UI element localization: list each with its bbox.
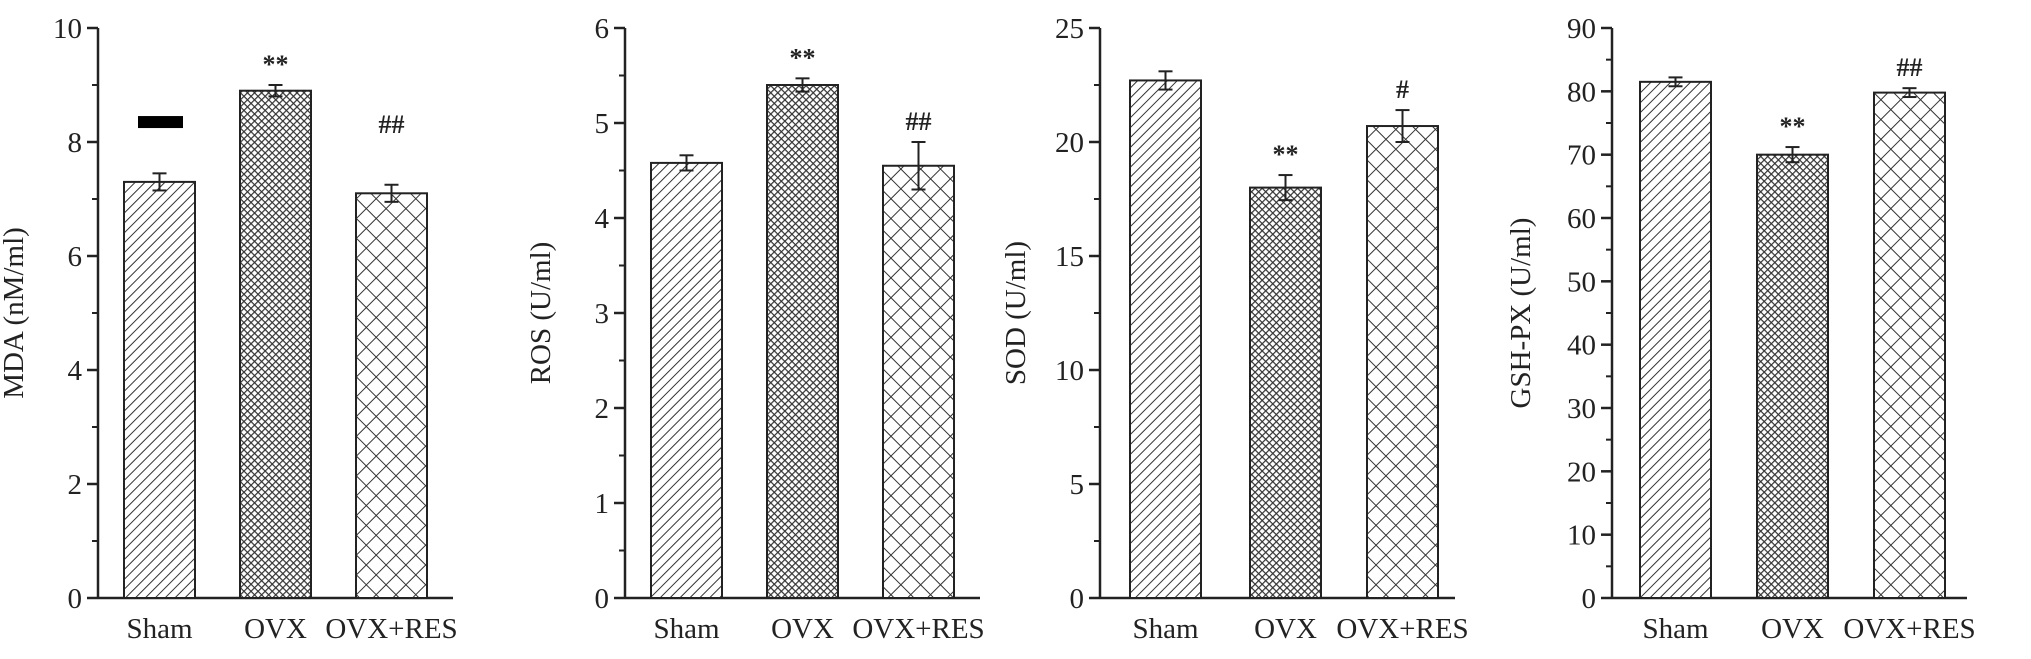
- y-tick-label: 3: [595, 298, 610, 330]
- chart-panel-2: 0 1 2 3 4 5 6 ROS (U/ml) Sham ** OVX ## OVX+RES: [525, 13, 985, 645]
- x-tick-label: Sham: [1642, 613, 1709, 645]
- y-tick-label: 8: [68, 127, 83, 159]
- significance-label: **: [1273, 140, 1299, 169]
- bar-ovx-res: [355, 192, 428, 600]
- x-tick-label: OVX: [771, 613, 834, 645]
- y-tick-label: 6: [595, 13, 610, 45]
- bar-ovx-res: [1366, 125, 1439, 599]
- y-tick-label: 40: [1567, 330, 1596, 362]
- y-tick-label: 70: [1567, 140, 1596, 172]
- y-tick-label: 30: [1567, 393, 1596, 425]
- bar-ovx-res: [882, 164, 955, 599]
- significance-label: ##: [379, 110, 405, 139]
- x-tick-label: OVX+RES: [1336, 613, 1468, 645]
- bar-ovx: [239, 89, 312, 599]
- chart-panel-4: 0 10 20 30 40 50 60 70 80 90 GSH-PX (U/ml) Sham ** OV…: [1505, 13, 1976, 645]
- y-tick-label: 2: [595, 393, 610, 425]
- bar-sham: [1129, 79, 1202, 599]
- x-tick-label: OVX: [1761, 613, 1824, 645]
- black-marker: [138, 116, 183, 129]
- bar-ovx: [1249, 186, 1322, 599]
- significance-label: ##: [906, 107, 932, 136]
- x-tick-label: OVX: [1254, 613, 1317, 645]
- x-tick-label: OVX+RES: [1843, 613, 1975, 645]
- x-tick-label: Sham: [126, 613, 193, 645]
- y-tick-label: 0: [1582, 583, 1597, 615]
- y-tick-label: 2: [68, 469, 83, 501]
- bar-sham: [1639, 80, 1712, 600]
- y-tick-label: 5: [1070, 469, 1085, 501]
- y-tick-label: 10: [1567, 520, 1596, 552]
- bar-ovx: [1756, 153, 1829, 600]
- y-axis-title: ROS (U/ml): [525, 242, 557, 385]
- chart-panel-3: 0 5 10 15 20 25 SOD (U/ml) Sham ** OVX # OVX+RES: [1000, 13, 1469, 645]
- y-tick-label: 60: [1567, 203, 1596, 235]
- y-axis-title: GSH-PX (U/ml): [1505, 218, 1537, 409]
- x-tick-label: OVX+RES: [325, 613, 457, 645]
- y-tick-label: 0: [595, 583, 610, 615]
- x-tick-label: Sham: [653, 613, 720, 645]
- significance-label: #: [1396, 75, 1409, 104]
- y-tick-label: 10: [1055, 355, 1084, 387]
- y-tick-label: 10: [53, 13, 82, 45]
- y-tick-label: 5: [595, 108, 610, 140]
- significance-label: **: [1780, 112, 1806, 141]
- x-tick-label: Sham: [1132, 613, 1199, 645]
- significance-label: **: [790, 43, 816, 72]
- significance-label: ##: [1897, 53, 1923, 82]
- chart-panel-1: 0 2 4 6 8 10 MDA (nM/ml) Sham ** OVX ## OVX+RES: [0, 13, 458, 645]
- significance-label: **: [263, 50, 289, 79]
- bar-ovx-res: [1873, 91, 1946, 599]
- bar-sham: [123, 180, 196, 599]
- y-tick-label: 20: [1567, 456, 1596, 488]
- y-tick-label: 0: [1070, 583, 1085, 615]
- y-tick-label: 4: [68, 355, 83, 387]
- y-tick-label: 25: [1055, 13, 1084, 45]
- y-tick-label: 15: [1055, 241, 1084, 273]
- y-tick-label: 0: [68, 583, 83, 615]
- y-tick-label: 80: [1567, 76, 1596, 108]
- y-tick-label: 4: [595, 203, 610, 235]
- y-tick-label: 6: [68, 241, 83, 273]
- y-axis-title: SOD (U/ml): [1000, 241, 1032, 385]
- y-axis-title: MDA (nM/ml): [0, 227, 30, 399]
- y-tick-label: 90: [1567, 13, 1596, 45]
- y-tick-label: 20: [1055, 127, 1084, 159]
- bar-sham: [650, 161, 723, 599]
- x-tick-label: OVX: [244, 613, 307, 645]
- y-tick-label: 50: [1567, 266, 1596, 298]
- bar-ovx: [766, 84, 839, 599]
- y-tick-label: 1: [595, 488, 610, 520]
- x-tick-label: OVX+RES: [852, 613, 984, 645]
